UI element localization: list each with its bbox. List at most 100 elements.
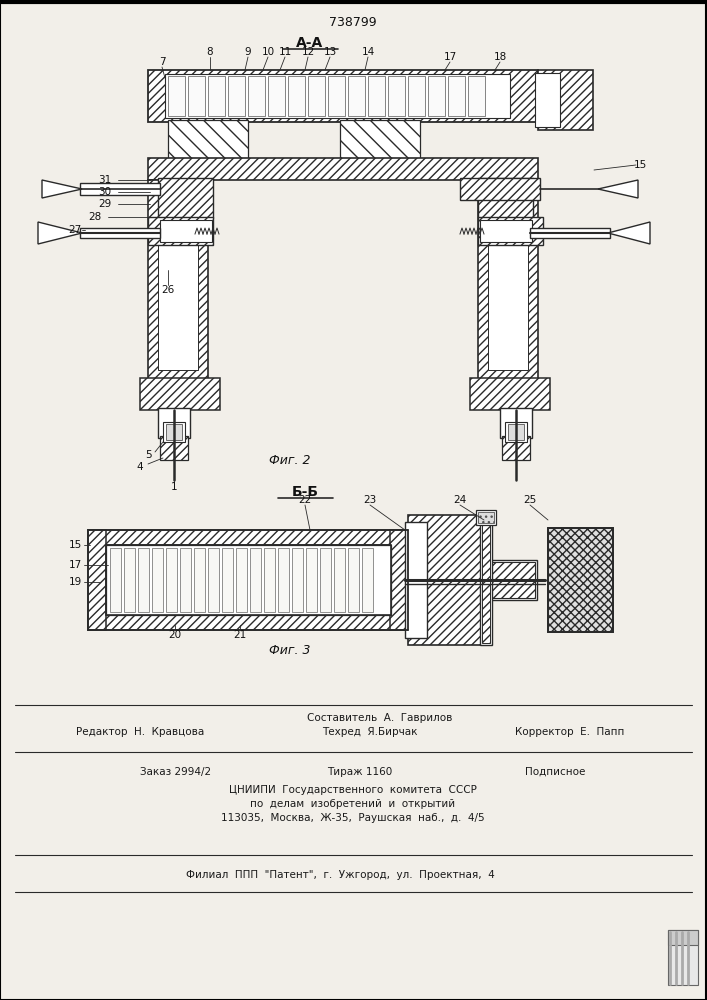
Text: 14: 14 <box>361 47 375 57</box>
Text: 19: 19 <box>69 577 81 587</box>
Bar <box>194 548 205 612</box>
Bar <box>476 510 496 525</box>
Bar <box>106 545 391 615</box>
Bar <box>502 436 530 460</box>
Text: Заказ 2994/2: Заказ 2994/2 <box>140 767 211 777</box>
Bar <box>138 548 149 612</box>
Bar <box>166 424 182 440</box>
Text: Подписное: Подписное <box>525 767 585 777</box>
Bar <box>264 548 275 612</box>
Bar <box>328 76 345 116</box>
Text: 738799: 738799 <box>329 15 377 28</box>
Bar <box>478 178 533 218</box>
Bar <box>110 548 121 612</box>
Text: 11: 11 <box>279 47 291 57</box>
Text: 28: 28 <box>88 212 102 222</box>
Bar <box>484 562 535 598</box>
Bar <box>166 548 177 612</box>
Bar <box>168 76 185 116</box>
Bar <box>148 180 208 380</box>
Text: Фиг. 2: Фиг. 2 <box>269 454 311 466</box>
Bar <box>188 76 205 116</box>
Text: Тираж 1160: Тираж 1160 <box>327 767 392 777</box>
Text: Редактор  Н.  Кравцова: Редактор Н. Кравцова <box>76 727 204 737</box>
Bar <box>408 76 425 116</box>
Bar <box>208 548 219 612</box>
Bar <box>208 76 225 116</box>
Text: 18: 18 <box>493 52 507 62</box>
Bar <box>320 548 331 612</box>
Bar <box>292 548 303 612</box>
Bar <box>362 548 373 612</box>
Text: 26: 26 <box>161 285 175 295</box>
Bar <box>535 73 560 127</box>
Text: по  делам  изобретений  и  открытий: по делам изобретений и открытий <box>250 799 455 809</box>
Bar <box>340 120 420 160</box>
Bar <box>180 548 191 612</box>
Text: 10: 10 <box>262 47 274 57</box>
Bar <box>228 76 245 116</box>
Text: 29: 29 <box>98 199 112 209</box>
Bar <box>288 76 305 116</box>
Text: 9: 9 <box>245 47 251 57</box>
Bar <box>152 548 163 612</box>
Bar <box>482 560 537 600</box>
Bar <box>236 548 247 612</box>
Bar <box>530 228 610 238</box>
Bar <box>334 548 345 612</box>
Text: 21: 21 <box>233 630 247 640</box>
Bar <box>168 120 248 160</box>
Text: 1: 1 <box>170 482 177 492</box>
Bar <box>140 378 220 410</box>
Bar <box>222 548 233 612</box>
Bar <box>348 76 365 116</box>
Text: 17: 17 <box>69 560 81 570</box>
Bar <box>158 408 190 438</box>
Bar <box>308 76 325 116</box>
Bar <box>480 515 492 645</box>
Bar <box>478 217 543 245</box>
Bar <box>158 190 198 370</box>
Bar <box>500 408 532 438</box>
Bar <box>505 422 527 442</box>
Bar <box>470 378 550 410</box>
Bar <box>405 522 427 638</box>
Bar <box>306 548 317 612</box>
Text: 15: 15 <box>633 160 647 170</box>
Text: Техред  Я.Бирчак: Техред Я.Бирчак <box>322 727 418 737</box>
Text: 7: 7 <box>158 57 165 67</box>
Polygon shape <box>42 180 82 198</box>
Bar <box>106 545 391 615</box>
Bar <box>88 530 106 630</box>
Bar <box>148 158 538 180</box>
Bar <box>368 76 385 116</box>
Text: 15: 15 <box>69 540 81 550</box>
Text: 22: 22 <box>298 495 312 505</box>
Bar <box>388 76 405 116</box>
Bar <box>408 515 483 645</box>
Text: 12: 12 <box>301 47 315 57</box>
Text: Фиг. 3: Фиг. 3 <box>269 644 311 656</box>
Text: 31: 31 <box>98 175 112 185</box>
Text: Составитель  А.  Гаврилов: Составитель А. Гаврилов <box>308 713 452 723</box>
Text: 27: 27 <box>69 225 81 235</box>
Bar <box>478 180 538 380</box>
Text: ЦНИИПИ  Государственного  комитета  СССР: ЦНИИПИ Государственного комитета СССР <box>229 785 477 795</box>
Text: 25: 25 <box>523 495 537 505</box>
Text: А-А: А-А <box>296 36 324 50</box>
Bar <box>88 530 408 545</box>
Bar <box>80 228 160 238</box>
Text: 4: 4 <box>136 462 144 472</box>
Bar <box>460 178 540 200</box>
Text: 24: 24 <box>453 495 467 505</box>
Bar <box>88 615 408 630</box>
Bar <box>158 178 213 218</box>
Bar <box>168 120 248 160</box>
Bar <box>390 530 408 630</box>
Bar <box>160 436 188 460</box>
Bar <box>248 76 265 116</box>
Bar <box>348 548 359 612</box>
Polygon shape <box>38 222 82 244</box>
Bar <box>148 217 213 245</box>
Bar <box>148 70 538 122</box>
